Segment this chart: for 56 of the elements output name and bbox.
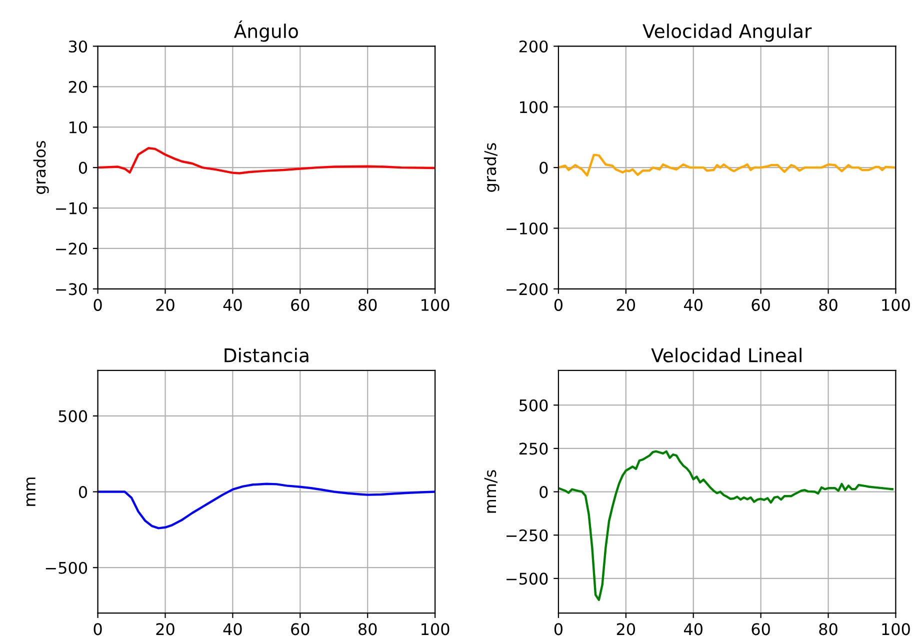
chart-title: Velocidad Lineal [651,348,802,362]
x-tick-label: 40 [684,298,702,311]
y-tick-label: 500 [58,410,88,422]
line-series [558,450,894,602]
x-tick-label: 80 [819,623,838,636]
x-tick-label: 80 [819,298,838,311]
y-tick-label: 250 [519,442,548,455]
y-tick-label: 20 [68,80,88,93]
x-tick-label: 100 [422,298,450,311]
y-tick-label: 10 [70,121,88,134]
x-tick-label: 0 [554,298,562,311]
y-tick-label: −30 [56,283,88,296]
x-tick-label: 0 [94,623,102,636]
x-tick-label: 0 [554,623,562,636]
x-tick-label: 0 [94,298,102,311]
line-series [98,482,436,530]
y-tick-label: 100 [520,101,548,114]
y-tick-label: −250 [506,529,548,542]
x-tick-label: 40 [684,623,702,636]
x-tick-label: 20 [156,298,174,311]
line-series [98,147,436,174]
chart-title: Distancia [224,348,308,362]
x-tick-label: 80 [358,623,377,636]
y-tick-label: 0 [540,486,548,498]
y-axis-title: mm/s [484,470,498,513]
y-tick-label: −100 [506,222,548,235]
y-axis-title: grad/s [484,143,500,192]
y-axis-title: grados [33,140,49,194]
y-tick-label: 0 [78,162,88,174]
chart-title: Velocidad Angular [642,24,812,42]
x-tick-label: 60 [752,623,770,636]
x-tick-label: 60 [291,298,310,311]
line-series [558,154,896,177]
y-tick-label: −500 [46,562,88,574]
x-tick-label: 60 [291,623,310,636]
x-tick-label: 40 [223,623,242,636]
x-tick-label: 100 [882,298,910,311]
x-tick-label: 20 [156,623,174,636]
x-tick-label: 80 [358,298,377,311]
x-tick-label: 20 [616,623,636,636]
x-tick-label: 40 [223,298,242,311]
y-tick-label: 200 [519,40,548,53]
y-tick-label: −200 [506,283,548,296]
chart-title: Ángulo [234,20,298,42]
y-tick-label: 0 [540,162,548,174]
y-tick-label: −10 [56,202,88,214]
y-tick-label: 500 [519,399,548,412]
x-tick-label: 60 [752,298,770,311]
y-tick-label: 30 [68,40,88,53]
y-tick-label: 0 [78,486,88,498]
x-tick-label: 100 [422,623,450,636]
x-tick-label: 100 [882,623,910,636]
y-tick-label: −20 [56,242,88,255]
y-tick-label: −500 [506,572,548,585]
y-axis-title: mm [26,478,36,506]
x-tick-label: 20 [616,298,636,311]
